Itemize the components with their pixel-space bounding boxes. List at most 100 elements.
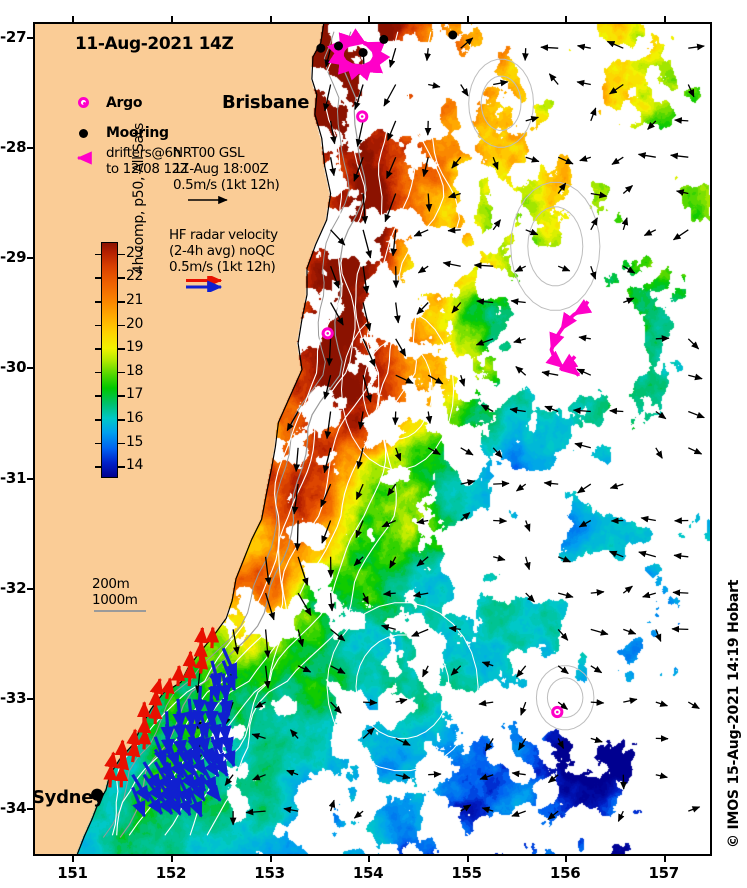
x-tick (72, 854, 75, 862)
x-tick-label: 157 (648, 864, 679, 882)
bathy-line-200m: 200m (92, 576, 130, 592)
y-tick-label: -32 (0, 578, 27, 597)
colorbar-tick-label: 23 (126, 244, 144, 261)
y-tick (27, 257, 35, 260)
legend-mooring-icon (79, 129, 88, 138)
colorbar-tick-label: 14 (126, 457, 144, 474)
x-tick (466, 854, 469, 862)
x-tick-label: 151 (57, 864, 88, 882)
map-title-date: 11-Aug-2021 14Z (75, 34, 234, 54)
legend-drifters-line1: drifters@6h (106, 145, 181, 161)
x-tick (269, 854, 272, 862)
legend-hf-line2: (2-4h avg) noQC (169, 243, 275, 259)
x-tick (170, 854, 173, 862)
legend-gsl-line1: NRT00 GSL (173, 145, 245, 161)
x-tick-top (72, 16, 75, 24)
y-tick-label: -27 (0, 28, 27, 47)
x-tick (565, 854, 568, 862)
colorbar-tick (118, 348, 125, 350)
colorbar-axis-title: 4h comp, p50, All Sats (131, 123, 147, 274)
colorbar-tick-label: 20 (126, 315, 144, 332)
city-label-sydney: Sydney (33, 787, 105, 808)
x-tick-label: 152 (155, 864, 187, 882)
legend-gsl-line3: 0.5m/s (1kt 12h) (173, 177, 280, 193)
y-tick-label: -29 (0, 248, 27, 267)
colorbar-tick (118, 277, 125, 279)
colorbar-tick-label: 15 (126, 433, 144, 450)
legend-argo-label: Argo (106, 95, 143, 111)
y-tick-label: -33 (0, 688, 27, 707)
legend-gsl-arrow-icon (188, 195, 228, 205)
x-tick-label: 155 (451, 864, 482, 882)
colorbar-tick (95, 442, 102, 445)
colorbar-tick (118, 466, 125, 468)
legend-gsl-line2: 11-Aug 18:00Z (173, 161, 269, 177)
x-tick-top (368, 16, 371, 24)
x-tick-label: 156 (549, 864, 581, 882)
colorbar-tick (118, 442, 125, 445)
y-tick (27, 697, 35, 700)
drifter-tracks (326, 28, 593, 377)
city-label-brisbane: Brisbane (222, 92, 310, 113)
colorbar-tick (118, 419, 125, 421)
x-tick (663, 854, 666, 862)
colorbar-tick-label: 22 (126, 268, 144, 285)
colorbar-tick (95, 253, 102, 256)
colorbar-tick (95, 324, 102, 327)
legend-hf-line1: HF radar velocity (169, 227, 278, 243)
colorbar-tick (118, 395, 125, 397)
colorbar-tick (95, 348, 102, 350)
y-tick-label: -34 (0, 798, 27, 817)
y-tick (27, 477, 35, 480)
colorbar-tick (118, 371, 125, 374)
x-tick-top (565, 16, 568, 24)
colorbar-tick (95, 466, 102, 468)
x-tick-top (170, 16, 173, 24)
colorbar: 23 22 21 20 19 18 17 16 15 14 (68, 231, 143, 491)
colorbar-tick-label: 21 (126, 292, 144, 308)
hf-radar-arrows (103, 626, 238, 818)
copyright-notice: © IMOS 15-Aug-2021 14:19 Hobart (726, 579, 742, 848)
y-tick (27, 37, 35, 40)
bathymetry-contours (102, 31, 367, 838)
legend-drifter-icon (76, 151, 92, 165)
x-tick-top (466, 16, 469, 24)
y-tick (27, 807, 35, 810)
colorbar-tick-label: 19 (126, 339, 144, 356)
x-tick (368, 854, 371, 862)
x-tick-label: 154 (352, 864, 384, 882)
y-tick (27, 587, 35, 590)
colorbar-tick (118, 301, 125, 303)
colorbar-tick (95, 277, 102, 279)
x-tick-top (269, 16, 272, 24)
bathymetry-key: 200m 1000m (92, 576, 138, 608)
y-tick-label: -28 (0, 138, 27, 157)
colorbar-tick (95, 371, 102, 374)
legend-hf-line3: 0.5m/s (1kt 12h) (169, 259, 276, 275)
y-tick-label: -30 (0, 358, 27, 377)
map-overlay-layer (76, 24, 705, 854)
x-tick-label: 153 (254, 864, 285, 882)
bathy-line-1000m: 1000m (92, 592, 138, 608)
colorbar-tick (118, 253, 125, 256)
colorbar-gradient (101, 242, 118, 478)
mooring-markers (91, 30, 458, 801)
bathymetry-rule (94, 610, 146, 612)
colorbar-tick (95, 395, 102, 397)
x-tick-top (663, 16, 666, 24)
colorbar-tick-label: 17 (126, 386, 144, 403)
legend-mooring-label: Mooring (106, 125, 169, 141)
map-plot-area[interactable]: 11-Aug-2021 14Z Brisbane Sydney Argo Moo… (33, 22, 712, 856)
y-tick (27, 147, 35, 150)
y-tick (27, 367, 35, 370)
gsl-velocity-arrows (195, 37, 705, 826)
colorbar-tick (118, 324, 125, 327)
colorbar-tick (95, 301, 102, 303)
argo-markers (321, 110, 564, 719)
legend-hf-arrow-icon (186, 276, 223, 292)
legend-drifters-line2: to 12/08 12Z (106, 161, 189, 177)
colorbar-tick-label: 18 (126, 362, 144, 379)
legend-argo-icon (78, 97, 89, 108)
colorbar-tick-label: 16 (126, 410, 144, 426)
y-tick-label: -31 (0, 468, 27, 487)
